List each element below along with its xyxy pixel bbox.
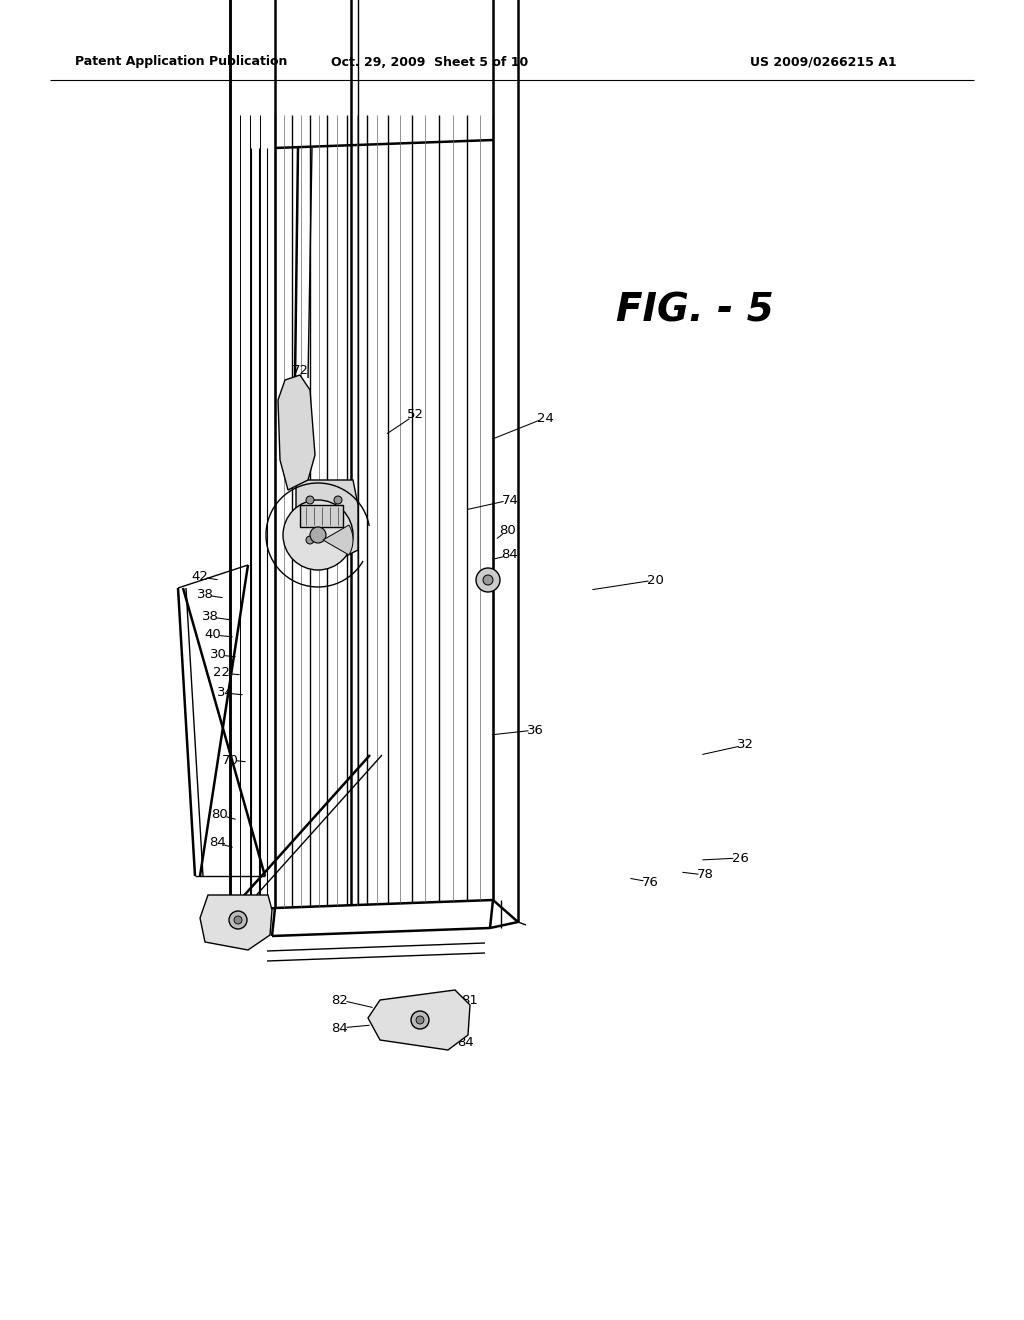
Text: 24: 24 xyxy=(537,412,553,425)
Circle shape xyxy=(306,496,314,504)
Text: 36: 36 xyxy=(526,723,544,737)
Polygon shape xyxy=(368,990,470,1049)
Circle shape xyxy=(234,916,242,924)
Text: 82: 82 xyxy=(332,994,348,1006)
Text: 22: 22 xyxy=(213,667,230,680)
Text: 70: 70 xyxy=(221,754,239,767)
Text: 44: 44 xyxy=(282,449,298,462)
Text: 84: 84 xyxy=(332,1022,348,1035)
Text: 42: 42 xyxy=(191,570,209,583)
Circle shape xyxy=(416,1016,424,1024)
Polygon shape xyxy=(278,375,315,490)
Text: 30: 30 xyxy=(210,648,226,661)
Wedge shape xyxy=(323,525,353,554)
Text: 72: 72 xyxy=(292,363,308,376)
Text: 34: 34 xyxy=(216,686,233,700)
Text: 38: 38 xyxy=(202,610,218,623)
Circle shape xyxy=(476,568,500,591)
Text: 38: 38 xyxy=(197,589,213,602)
Text: FIG. - 5: FIG. - 5 xyxy=(616,290,774,329)
Text: 74: 74 xyxy=(502,494,518,507)
Text: 26: 26 xyxy=(731,851,749,865)
Circle shape xyxy=(310,527,326,543)
Circle shape xyxy=(306,536,314,544)
Text: 52: 52 xyxy=(407,408,424,421)
Circle shape xyxy=(229,911,247,929)
Circle shape xyxy=(334,496,342,504)
Text: 81: 81 xyxy=(462,994,478,1006)
Text: 80: 80 xyxy=(212,808,228,821)
Polygon shape xyxy=(300,506,343,527)
Circle shape xyxy=(411,1011,429,1030)
Polygon shape xyxy=(200,895,272,950)
Text: 32: 32 xyxy=(736,738,754,751)
Circle shape xyxy=(283,500,353,570)
Text: 84: 84 xyxy=(502,549,518,561)
Circle shape xyxy=(483,576,493,585)
Text: US 2009/0266215 A1: US 2009/0266215 A1 xyxy=(750,55,897,69)
Text: Patent Application Publication: Patent Application Publication xyxy=(75,55,288,69)
Text: 80: 80 xyxy=(500,524,516,536)
Text: 76: 76 xyxy=(642,875,658,888)
Polygon shape xyxy=(296,480,358,560)
Text: 20: 20 xyxy=(646,573,664,586)
Text: 78: 78 xyxy=(696,869,714,882)
Text: 40: 40 xyxy=(205,628,221,642)
Text: 84: 84 xyxy=(209,837,225,850)
Circle shape xyxy=(334,536,342,544)
Text: 84: 84 xyxy=(457,1036,473,1049)
Text: Oct. 29, 2009  Sheet 5 of 10: Oct. 29, 2009 Sheet 5 of 10 xyxy=(332,55,528,69)
